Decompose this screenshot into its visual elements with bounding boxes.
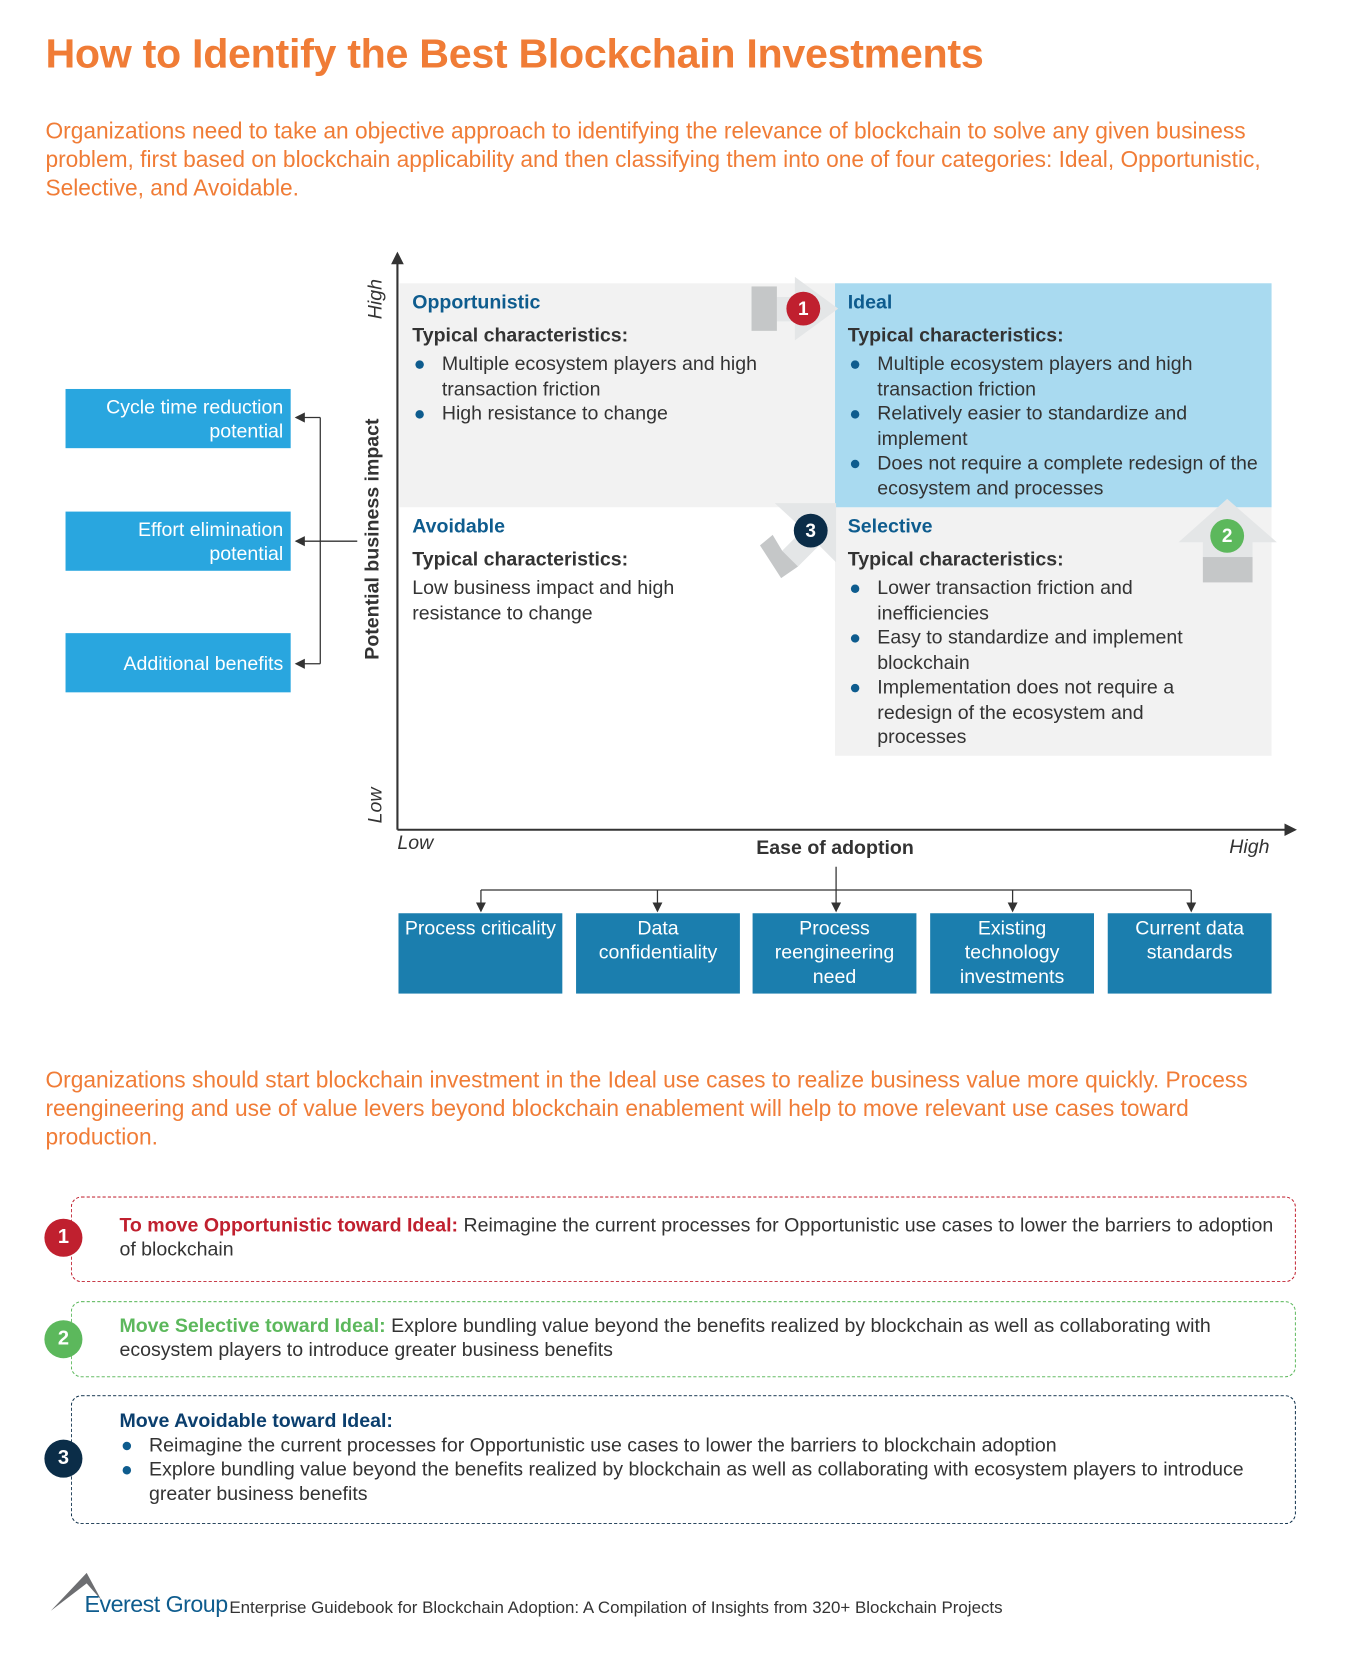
step-text: Explore bundling value beyond the benefi… [119,1313,1211,1361]
list-item: Lower transaction friction and inefficie… [848,575,1218,625]
quadrant-subtitle: Typical characteristics: [412,322,629,346]
quadrant-subtitle: Typical characteristics: [847,322,1064,346]
step-3-marker-icon: 3 [44,1439,83,1478]
x-axis-label: Ease of adoption [756,836,914,859]
intro-text: Organizations need to take an objective … [45,118,1261,201]
step-lead: Move Selective toward Ideal: [119,1313,386,1337]
adoption-factor: Existing technology investments [930,913,1094,994]
impact-factor: Additional benefits [65,633,291,693]
y-axis-high: High [363,278,386,320]
list-item: Does not require a complete redesign of … [848,450,1259,500]
quadrant-text: Low business impact and high resistance … [412,576,675,624]
step-2: Move Selective toward Ideal: Explore bun… [70,1301,1296,1378]
adoption-factor: Current data standards [1107,913,1272,994]
list-item: Explore bundling value beyond the benefi… [119,1457,1282,1506]
quadrant-title: Ideal [847,290,893,313]
quadrant-opportunistic: Opportunistic Typical characteristics: M… [399,283,836,508]
step-3: Move Avoidable toward Ideal: Reimagine t… [70,1395,1296,1525]
marker-1-icon: 1 [786,291,821,326]
impact-factor: Cycle time reduction potential [65,388,291,449]
quadrant-ideal: Ideal Typical characteristics: Multiple … [835,283,1272,508]
step-1: To move Opportunistic toward Ideal: Reim… [70,1196,1296,1283]
step-lead: To move Opportunistic toward Ideal: [119,1213,459,1236]
conclusion-text: Organizations should start blockchain in… [45,1067,1248,1151]
quadrant-title: Selective [847,514,933,537]
quadrant-subtitle: Typical characteristics: [412,546,629,570]
step-lead: Move Avoidable toward Ideal: [119,1408,393,1432]
x-axis-low: Low [397,830,434,853]
page-title: How to Identify the Best Blockchain Inve… [45,31,984,78]
marker-3-icon: 3 [793,513,828,548]
everest-logo-icon [50,1572,102,1611]
footer-source: Enterprise Guidebook for Blockchain Adop… [229,1599,1003,1618]
step-text: Reimagine the current processes for Oppo… [119,1213,1274,1260]
list-item: Multiple ecosystem players and high tran… [848,351,1259,401]
impact-factor: Effort elimination potential [65,511,291,571]
adoption-factor: Process criticality [398,913,563,994]
quadrant-title: Opportunistic [412,290,541,313]
list-item: Implementation does not require a redesi… [848,674,1218,749]
list-item: Reimagine the current processes for Oppo… [119,1432,1282,1456]
quadrant-title: Avoidable [412,514,505,537]
quadrant-selective: Selective Typical characteristics: Lower… [835,507,1272,756]
footer-logo: Everest Group [84,1590,229,1618]
y-axis-low: Low [363,787,386,824]
step-2-marker-icon: 2 [44,1320,83,1359]
adoption-factor: Data confidentiality [576,913,740,994]
list-item: Easy to standardize and implement blockc… [848,625,1218,675]
adoption-connector [475,866,1197,913]
y-axis-label: Potential business impact [360,418,383,660]
adoption-factor: Process reengineering need [752,913,917,994]
x-axis-high: High [1229,835,1270,858]
step-1-marker-icon: 1 [44,1218,83,1257]
list-item: Multiple ecosystem players and high tran… [412,351,822,401]
list-item: High resistance to change [412,401,822,426]
quadrant-subtitle: Typical characteristics: [847,546,1064,570]
list-item: Relatively easier to standardize and imp… [848,401,1259,451]
marker-2-icon: 2 [1210,518,1245,553]
impact-connector [294,412,358,669]
